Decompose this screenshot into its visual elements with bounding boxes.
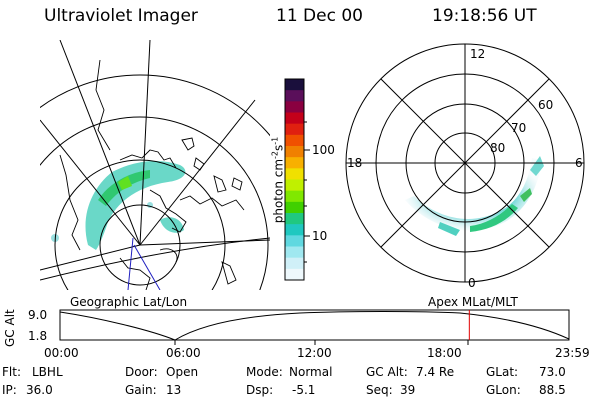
colorbar-segment [285, 146, 304, 158]
door-value: Open [166, 365, 199, 379]
mlt-label-18: 18 [347, 156, 363, 170]
colorbar-segment [285, 235, 304, 247]
altitude-xtick-0000: 00:00 [44, 346, 79, 360]
altitude-plot [59, 309, 570, 345]
mlt-label-6: 6 [575, 156, 583, 170]
colorbar-segment [285, 179, 304, 192]
colorbar-segment [285, 224, 304, 236]
gain-value: 13 [166, 383, 182, 397]
colorbar-segment [285, 246, 304, 259]
seq-label: Seq: [366, 383, 393, 397]
filter-value: LBHL [32, 365, 63, 379]
gcalt-value: 7.4 Re [416, 365, 455, 379]
time-label: 19:18:56 UT [432, 6, 537, 26]
colorbar-segment [285, 101, 304, 113]
altitude-xtick-1800: 18:00 [427, 346, 462, 360]
gcalt-label: GC Alt: [366, 365, 408, 379]
glon-label: GLon: [486, 383, 521, 397]
ip-value: 36.0 [26, 383, 53, 397]
gain-label: Gain: [125, 383, 157, 397]
colorbar [284, 78, 310, 281]
geographic-map [40, 40, 270, 290]
ip-label: IP: [2, 383, 17, 397]
mode-value: Normal [289, 365, 333, 379]
colorbar-segment [285, 157, 304, 169]
colorbar-tick-100: 100 [312, 143, 335, 157]
altitude-xtick-0600: 06:00 [166, 346, 201, 360]
door-label: Door: [125, 365, 158, 379]
dsp-label: Dsp: [246, 383, 274, 397]
aurora-oval-mlt [405, 156, 544, 236]
colorbar-segment [285, 268, 304, 281]
glon-value: 88.5 [539, 383, 566, 397]
dsp-value: -5.1 [292, 383, 316, 397]
glat-value: 73.0 [539, 365, 566, 379]
colorbar-segment [285, 168, 304, 180]
polar-plot [345, 43, 585, 283]
colorbar-segment [285, 123, 304, 136]
apex-label: Apex MLat/MLT [428, 295, 518, 309]
colorbar-segment [285, 112, 304, 125]
filter-label: Flt: [2, 365, 21, 379]
colorbar-segment [285, 134, 304, 147]
mlt-label-12: 12 [470, 47, 486, 61]
colorbar-segment [285, 201, 304, 214]
colorbar-segment [285, 213, 304, 225]
aurora-oval-geo [51, 160, 186, 250]
mode-label: Mode: [246, 365, 283, 379]
date-label: 11 Dec 00 [276, 6, 363, 26]
seq-value: 39 [400, 383, 416, 397]
mlat-label-70: 70 [511, 121, 527, 135]
mlt-label-0: 0 [468, 276, 476, 290]
glat-label: GLat: [486, 365, 519, 379]
mlat-label-60: 60 [538, 98, 554, 112]
altitude-xtick-2359: 23:59 [555, 346, 590, 360]
colorbar-segment [285, 79, 304, 91]
coastlines [59, 59, 245, 290]
altitude-ylabel: GC Alt [3, 309, 17, 347]
altitude-xtick-1200: 12:00 [297, 346, 332, 360]
altitude-ytick-max: 9.0 [28, 308, 48, 322]
colorbar-segment [285, 257, 304, 270]
mlat-label-80: 80 [490, 141, 506, 155]
colorbar-unit-label: photon cm-2s-1 [270, 136, 286, 224]
geographic-label: Geographic Lat/Lon [70, 295, 188, 309]
altitude-ytick-min: 1.8 [28, 329, 48, 343]
colorbar-segment [285, 190, 304, 203]
instrument-title: Ultraviolet Imager [44, 6, 198, 26]
colorbar-tick-10: 10 [312, 229, 328, 243]
colorbar-segment [285, 90, 304, 102]
